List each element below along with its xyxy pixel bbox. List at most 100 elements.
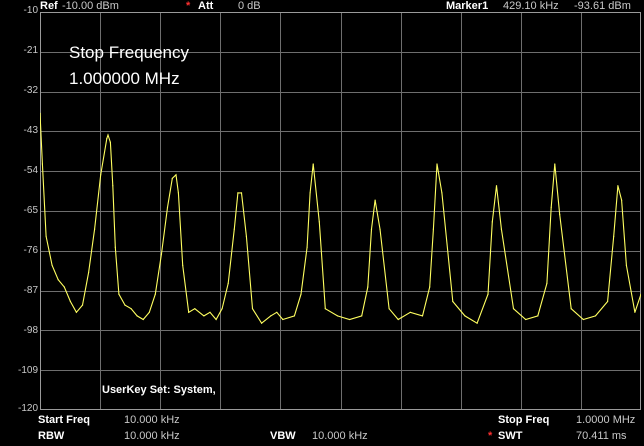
- trace-point: [379, 228, 381, 230]
- trace-point: [237, 192, 239, 194]
- trace-point: [476, 322, 478, 324]
- trace-point: [100, 174, 102, 176]
- trace-point: [640, 293, 641, 295]
- trace-points: [40, 112, 641, 324]
- trace-point: [397, 318, 399, 321]
- vbw-value: 10.000 kHz: [312, 430, 368, 442]
- trace-point: [324, 308, 326, 310]
- trace-point: [175, 174, 177, 176]
- y-tick-label: -21: [23, 45, 38, 56]
- trace-point: [276, 311, 278, 313]
- y-tick-label: -109: [17, 365, 38, 376]
- y-tick-label: -43: [23, 125, 38, 136]
- trace-point: [550, 206, 552, 208]
- trace-point: [75, 311, 77, 313]
- trace-point: [209, 311, 211, 313]
- trace-point: [621, 199, 623, 201]
- trace-point: [512, 308, 515, 310]
- trace-point: [106, 138, 108, 140]
- trace-point: [203, 315, 205, 317]
- trace-point: [318, 221, 320, 223]
- trace-point: [525, 318, 527, 321]
- trace-point: [177, 192, 179, 194]
- y-tick-label: -10: [23, 5, 38, 16]
- trace-point: [107, 134, 109, 136]
- trace-point: [349, 318, 351, 321]
- y-tick-label: -98: [23, 325, 38, 336]
- trace-point: [130, 308, 132, 310]
- parameter-bar: Start Freq 10.000 kHz Stop Freq 1.0000 M…: [0, 410, 644, 446]
- trace-point: [441, 192, 443, 194]
- trace-point: [570, 308, 572, 310]
- trace-point: [154, 293, 156, 295]
- trace-point: [124, 304, 126, 306]
- trace-point: [495, 185, 498, 187]
- trace-point: [233, 228, 235, 230]
- y-tick-label: -32: [23, 85, 38, 96]
- trace-point: [370, 228, 373, 230]
- trace-point: [582, 318, 584, 321]
- trace-point: [312, 163, 314, 165]
- trace-point: [613, 235, 615, 237]
- trace-point: [182, 264, 184, 266]
- trace-point: [109, 141, 111, 143]
- trace-point: [270, 315, 272, 317]
- trace-point: [41, 163, 43, 165]
- y-tick-label: -87: [23, 285, 38, 296]
- swt-label[interactable]: SWT: [498, 430, 523, 442]
- trace-point: [309, 192, 311, 194]
- status-bar: Ref -10.00 dBm * Att 0 dB Marker1 429.10…: [0, 0, 644, 12]
- trace-point: [367, 286, 369, 288]
- trace-point: [282, 318, 284, 321]
- trace-point: [500, 228, 502, 230]
- trace-point: [227, 282, 229, 284]
- trace-point: [240, 192, 243, 194]
- trace-point: [374, 199, 376, 201]
- trace-point: [409, 311, 411, 313]
- trace-point: [429, 286, 431, 288]
- userkey-set-label: UserKey Set: System,: [102, 384, 216, 396]
- trace-point: [69, 300, 71, 303]
- plot-border: [40, 12, 641, 410]
- trace-point: [487, 293, 489, 295]
- trace-point: [546, 282, 548, 284]
- rbw-value: 10.000 kHz: [124, 430, 180, 442]
- trace-point: [617, 185, 619, 187]
- y-tick-label: -65: [23, 205, 38, 216]
- trace-point: [634, 311, 636, 313]
- start-freq-value: 10.000 kHz: [124, 414, 180, 426]
- trace-point: [421, 315, 424, 317]
- y-tick-label: -76: [23, 245, 38, 256]
- trace-point: [388, 308, 390, 310]
- trace-point: [293, 315, 295, 317]
- stop-freq-label[interactable]: Stop Freq: [498, 414, 550, 426]
- graticule: [40, 12, 641, 410]
- trace-point: [300, 293, 302, 295]
- trace-point: [464, 315, 466, 317]
- trace-point: [436, 163, 438, 165]
- trace-point: [594, 315, 597, 317]
- trace-point: [40, 112, 41, 114]
- swt-value: 70.411 ms: [576, 430, 627, 442]
- vbw-label[interactable]: VBW: [270, 430, 296, 442]
- trace-point: [336, 315, 339, 317]
- trace-point: [537, 315, 539, 317]
- trace-point: [160, 253, 162, 255]
- marker-level: -93.61 dBm: [574, 0, 631, 12]
- spectrum-plot[interactable]: [40, 12, 641, 410]
- trace-point: [142, 318, 144, 321]
- stop-freq-value: 1.0000 MHz: [576, 414, 636, 426]
- trace-point: [432, 228, 434, 230]
- trace-point: [251, 308, 254, 310]
- att-label: Att: [198, 0, 214, 12]
- rbw-label[interactable]: RBW: [38, 430, 65, 442]
- trace-point: [306, 246, 308, 248]
- trace-point: [221, 308, 223, 310]
- start-freq-label[interactable]: Start Freq: [38, 414, 90, 426]
- trace-point: [194, 308, 196, 310]
- trace-point: [51, 264, 53, 266]
- trace-point: [94, 228, 96, 230]
- active-function-value: 1.000000 MHz: [69, 69, 180, 88]
- swt-star-icon: *: [488, 430, 493, 442]
- trace-point: [148, 311, 150, 313]
